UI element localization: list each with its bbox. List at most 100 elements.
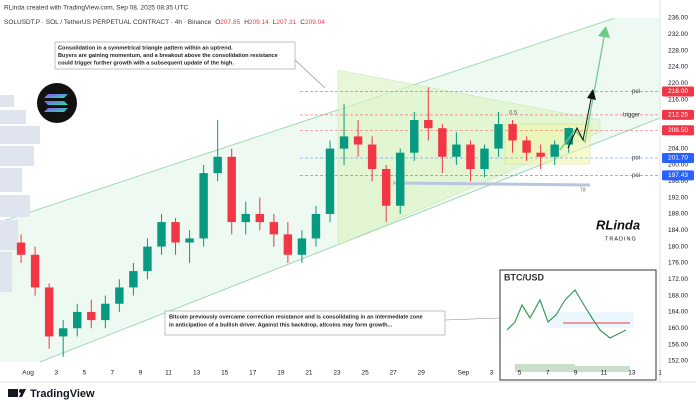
projection <box>559 31 606 151</box>
candle-body <box>438 128 447 157</box>
candle-body <box>508 124 517 141</box>
note-pointer <box>444 317 501 321</box>
candle-body <box>157 222 166 247</box>
candle-body <box>367 144 377 170</box>
y-tick-label: 172.00 <box>668 276 688 283</box>
candle-body <box>325 148 335 214</box>
level-tag: poi <box>632 156 640 162</box>
plot: poi trigger poi poi <box>16 87 660 357</box>
level-tag: trigger <box>623 113 640 119</box>
symbol: SOLUSDT.P · SOL / TetherUS PERPETUAL CON… <box>4 19 212 26</box>
ohlc-value: 209.04 <box>305 19 325 26</box>
ohlc-key: L <box>273 19 277 26</box>
attribution: RLinda created with TradingView.com, Sep… <box>4 5 188 12</box>
candle-body <box>241 213 250 223</box>
y-tick-label: 220.00 <box>668 80 688 87</box>
range-line <box>392 181 591 187</box>
y-tick-label: 156.00 <box>668 341 688 348</box>
inset-title: BTC/USD <box>504 272 544 282</box>
x-tick-label: 19 <box>277 370 285 377</box>
x-tick-label: 1 <box>658 370 662 377</box>
y-tick-label: 180.00 <box>668 243 688 250</box>
candle-body <box>171 222 180 243</box>
note-text: Bitcoin previously overcame correction r… <box>169 314 423 320</box>
y-tick-label: 168.00 <box>668 292 688 299</box>
note-box <box>54 41 296 70</box>
price-axis <box>660 0 696 384</box>
level-badge <box>662 109 694 120</box>
y-tick-label: 216.00 <box>668 96 688 103</box>
candle-body <box>297 238 307 255</box>
candle-body <box>396 152 405 206</box>
candle-body <box>87 311 96 321</box>
x-tick-label: 11 <box>600 370 607 377</box>
candle-body <box>311 213 321 239</box>
x-tick-label: 7 <box>546 370 550 377</box>
level-badge <box>662 153 694 164</box>
inset-volume <box>515 364 630 372</box>
x-tick-label: 29 <box>418 370 426 377</box>
candle-body <box>424 120 433 129</box>
candle-body <box>522 140 531 153</box>
level-tag: poi <box>632 89 640 95</box>
channel-upper <box>0 17 616 223</box>
y-tick-label: 192.00 <box>668 194 688 201</box>
ohlc-key: C <box>300 19 305 26</box>
y-tick-label: 160.00 <box>668 325 688 332</box>
level-badge-label: 208.50 <box>668 127 688 134</box>
ohlc-value: 207.85 <box>220 19 240 26</box>
volume-profile <box>0 95 40 292</box>
candle-body <box>480 148 489 170</box>
y-tick-label: 188.00 <box>668 211 688 218</box>
candle-body <box>353 136 363 145</box>
candle-body <box>550 144 559 157</box>
candle-body <box>44 287 54 337</box>
candle-body <box>101 303 110 321</box>
note-text: could trigger further growth with a subs… <box>58 60 234 66</box>
level-badge <box>662 125 694 136</box>
candle-body <box>185 238 194 243</box>
candle-body <box>410 120 419 153</box>
y-tick-label: 228.00 <box>668 47 688 54</box>
x-tick-label: 9 <box>139 370 143 377</box>
x-tick-label: 5 <box>82 370 86 377</box>
candle-body <box>227 156 236 223</box>
candle-body <box>283 234 293 255</box>
level-badge <box>662 86 694 97</box>
x-tick-label: 15 <box>221 370 229 377</box>
x-tick-label: 21 <box>305 370 313 377</box>
ohlc-value: 207.31 <box>276 19 296 26</box>
candle-body <box>255 213 264 223</box>
candle-body <box>115 287 124 304</box>
candle-body <box>16 242 26 255</box>
x-tick-label: 17 <box>249 370 257 377</box>
candle-body <box>30 254 40 288</box>
candle-body <box>199 173 208 239</box>
x-tick-label: Aug <box>22 370 34 377</box>
candle-body <box>58 328 68 337</box>
consolidation-box <box>504 123 591 165</box>
candle-body <box>536 152 545 157</box>
inset-line <box>506 289 627 339</box>
y-tick-label: 176.00 <box>668 260 688 267</box>
note-pointer <box>294 59 326 89</box>
y-tick-label: 184.00 <box>668 227 688 234</box>
x-tick-label: 27 <box>390 370 398 377</box>
x-tick-label: 25 <box>361 370 369 377</box>
inset-zone <box>548 312 634 328</box>
note-text: in anticipation of a bullish driver. Aga… <box>169 322 393 328</box>
note-text: Consolidation in a symmetrical triangle … <box>58 45 233 51</box>
ohlc-key: H <box>244 19 249 26</box>
axes: 152.00 156.00 160.00 164.00 168.00 172.00 176.… <box>0 0 696 384</box>
candle-body <box>339 136 349 149</box>
candle-body <box>129 271 138 288</box>
level-badge-label: 197.43 <box>668 172 688 179</box>
x-tick-label: Sep <box>458 370 470 377</box>
level-badge <box>662 170 694 181</box>
candle-body <box>269 222 279 235</box>
x-tick-label: 13 <box>628 370 636 377</box>
footer <box>0 384 696 410</box>
y-tick-label: 232.00 <box>668 31 688 38</box>
x-tick-label: 7 <box>111 370 115 377</box>
ohlc-key: O <box>215 19 220 26</box>
